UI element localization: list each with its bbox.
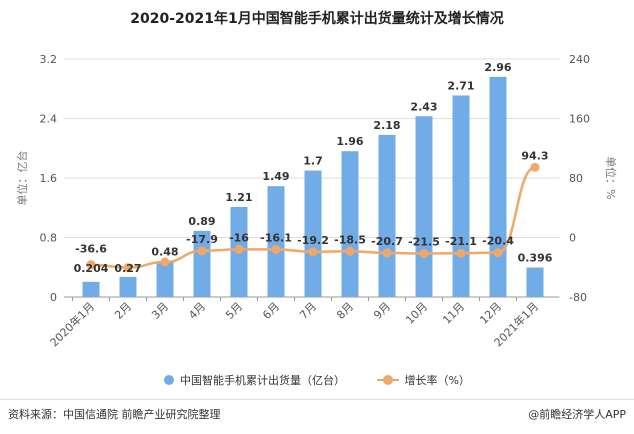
growth-value-label: -16.1 (260, 231, 292, 244)
bar-value-label: 0.27 (114, 262, 141, 275)
growth-point (345, 246, 355, 256)
x-tick-label: 9月 (371, 300, 393, 322)
x-tick-label: 11月 (440, 300, 467, 327)
growth-value-label: -18.5 (334, 233, 366, 246)
x-tick-label: 4月 (186, 300, 208, 322)
y2-tick-label: 80 (569, 172, 583, 185)
bar (341, 151, 359, 297)
legend-line-swatch (376, 375, 399, 385)
growth-value-label: -17.9 (186, 233, 218, 246)
chart-svg: 0 0.8 1.6 2.4 3.2 -80 0 80 160 240 单位：亿台 单位：% 2020年1… (15, 53, 618, 349)
bar-value-label: 0.89 (188, 215, 215, 228)
y-tick-label: 0 (50, 291, 57, 304)
growth-point (419, 248, 429, 258)
y2-tick-label: 0 (569, 232, 576, 245)
bar (452, 95, 470, 297)
growth-point (271, 244, 281, 254)
bar (193, 230, 211, 297)
legend-label: 增长率（%） (404, 374, 470, 387)
growth-point (493, 248, 503, 258)
y2-axis-label: 单位：% (604, 156, 618, 199)
bar (119, 276, 137, 297)
bar-value-label: 1.7 (303, 155, 323, 168)
legend: 中国智能手机累计出货量（亿台） 增长率（%） (0, 372, 634, 388)
x-tick-label: 3月 (149, 300, 171, 322)
brand-credit: @前瞻经济学人APP (528, 408, 626, 421)
bar-value-label: 1.21 (225, 191, 252, 204)
bar-value-label: 2.71 (447, 79, 474, 92)
y-tick-label: 0.8 (40, 232, 58, 245)
x-tick-label: 6月 (260, 300, 282, 322)
bar (267, 186, 285, 297)
growth-point (160, 257, 170, 267)
growth-point (308, 247, 318, 257)
growth-value-label: -36.6 (75, 243, 107, 256)
legend-bar-swatch (164, 375, 175, 385)
x-tick-label: 10月 (403, 300, 430, 327)
bar-value-label: 0.48 (151, 245, 178, 258)
source-note: 资料来源：中国信通院 前瞻产业研究院整理 (8, 408, 221, 421)
bar (526, 267, 544, 297)
growth-value-label: -21.1 (445, 235, 477, 248)
divider (0, 399, 634, 400)
growth-value-label: 94.3 (521, 149, 548, 162)
growth-point (123, 263, 133, 273)
legend-item-growth[interactable]: 增长率（%） (376, 372, 470, 388)
legend-item-shipments[interactable]: 中国智能手机累计出货量（亿台） (164, 372, 345, 388)
growth-value-label: -21.5 (408, 235, 440, 248)
growth-value-label: -20.4 (482, 235, 514, 248)
growth-value-label: -19.2 (297, 234, 329, 247)
x-tick-label: 5月 (223, 300, 245, 322)
bar-value-label: 1.96 (336, 135, 363, 148)
x-tick-label: 2020年1月 (47, 299, 97, 349)
y-tick-label: 2.4 (40, 113, 58, 126)
y2-tick-label: 160 (569, 113, 590, 126)
growth-point (456, 248, 466, 258)
bar-value-label: 2.18 (373, 119, 400, 132)
y2-tick-label: -80 (569, 291, 587, 304)
growth-value-label: -16 (229, 231, 249, 244)
bar (82, 281, 100, 297)
x-tick-label: 12月 (477, 300, 504, 327)
legend-label: 中国智能手机累计出货量（亿台） (180, 374, 346, 387)
bar-value-label: 1.49 (262, 170, 289, 183)
growth-point (86, 260, 96, 270)
bar-value-label: 2.96 (484, 61, 511, 74)
bar (415, 116, 433, 297)
footer: 资料来源：中国信通院 前瞻产业研究院整理 @前瞻经济学人APP (8, 406, 626, 422)
growth-point (382, 248, 392, 258)
bar-value-label: 0.396 (518, 252, 553, 265)
y2-tick-label: 240 (569, 53, 590, 66)
bar (304, 170, 322, 297)
x-tick-label: 8月 (334, 300, 356, 322)
bar (378, 134, 396, 297)
chart-title: 2020-2021年1月中国智能手机累计出货量统计及增长情况 (130, 11, 504, 27)
growth-value-label: -20.7 (371, 235, 403, 248)
bar (156, 261, 174, 297)
bar (489, 76, 507, 297)
growth-point (197, 246, 207, 256)
x-tick-label: 2月 (112, 300, 134, 322)
growth-point (530, 162, 540, 172)
x-tick-label: 7月 (297, 300, 319, 322)
bar-value-label: 0.204 (74, 262, 109, 275)
growth-point (234, 244, 244, 254)
y-tick-label: 1.6 (40, 172, 58, 185)
bar-value-label: 2.43 (410, 100, 437, 113)
y-axis-label: 单位：亿台 (15, 151, 29, 206)
y-tick-label: 3.2 (40, 53, 58, 66)
